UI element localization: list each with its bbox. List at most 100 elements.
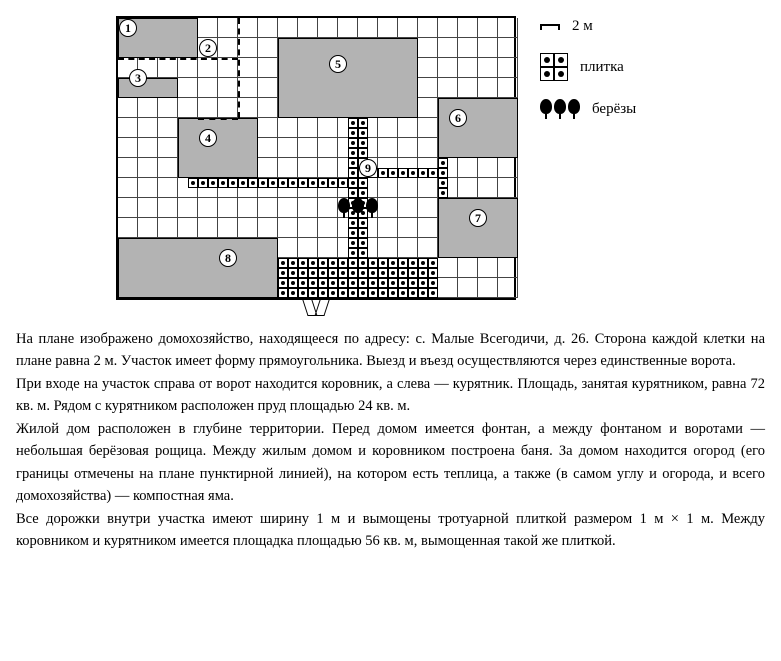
grid-cell: [478, 178, 498, 198]
marker-9: 9: [359, 159, 377, 177]
grid-cell: [298, 138, 318, 158]
grid-cell: [218, 18, 238, 38]
legend-scale-label: 2 м: [572, 18, 593, 35]
grid-cell: [258, 118, 278, 138]
region-6-banya: [438, 98, 518, 158]
grid-cell: [298, 198, 318, 218]
grid-cell: [158, 138, 178, 158]
grid-cell: [118, 178, 138, 198]
grid-cell: [138, 98, 158, 118]
grid-cell: [498, 58, 518, 78]
grid-cell: [318, 218, 338, 238]
grid-cell: [438, 58, 458, 78]
grid-cell: [498, 158, 518, 178]
tile-icon: [540, 53, 568, 81]
grid-cell: [258, 38, 278, 58]
grid-cell: [298, 218, 318, 238]
grid-cell: [398, 198, 418, 218]
dashed-boundary: [238, 18, 240, 118]
region-4-pond: [178, 118, 258, 178]
grid-cell: [138, 218, 158, 238]
grid-cell: [158, 218, 178, 238]
grid-cell: [458, 158, 478, 178]
grid-cell: [398, 18, 418, 38]
legend-tile: плитка: [540, 53, 636, 81]
grid-cell: [118, 198, 138, 218]
legend: 2 м плитка берёзы: [540, 16, 636, 119]
grid-cell: [478, 18, 498, 38]
grid-cell: [238, 38, 258, 58]
grid-cell: [218, 198, 238, 218]
grid-cell: [178, 78, 198, 98]
grid-cell: [418, 118, 438, 138]
grid-cell: [498, 78, 518, 98]
grid-cell: [398, 138, 418, 158]
grid-cell: [298, 158, 318, 178]
grid-cell: [438, 38, 458, 58]
grid-cell: [418, 218, 438, 238]
paragraph-3: Жилой дом расположен в глубине территори…: [16, 418, 765, 508]
marker-2: 2: [199, 39, 217, 57]
tile-area-path-h2: [368, 168, 448, 178]
grid-cell: [218, 78, 238, 98]
grid-cell: [278, 118, 298, 138]
grid-cell: [498, 18, 518, 38]
grid-cell: [458, 18, 478, 38]
grid-cell: [258, 98, 278, 118]
figure-row: 123456789 2 м плитка берёзы: [16, 16, 765, 300]
grid-cell: [418, 18, 438, 38]
grid-cell: [438, 258, 458, 278]
grid-cell: [318, 138, 338, 158]
tile-area-platform: [278, 258, 438, 298]
grid-cell: [238, 78, 258, 98]
trees-icon: [540, 99, 580, 119]
grid-cell: [338, 18, 358, 38]
grid-cell: [418, 98, 438, 118]
plan-wrapper: 123456789: [116, 16, 516, 300]
grid-cell: [378, 178, 398, 198]
grid-cell: [318, 198, 338, 218]
grid-cell: [438, 18, 458, 38]
grid-cell: [418, 198, 438, 218]
paragraph-2: При входе на участок справа от ворот нах…: [16, 373, 765, 418]
grid-cell: [198, 78, 218, 98]
grid-cell: [258, 58, 278, 78]
grid-cell: [378, 198, 398, 218]
grid-cell: [318, 158, 338, 178]
tile-area-path-h1: [188, 178, 348, 188]
grid-cell: [158, 58, 178, 78]
grid-cell: [158, 98, 178, 118]
grid-cell: [418, 238, 438, 258]
region-5-house: [278, 38, 418, 118]
grid-cell: [118, 118, 138, 138]
grid-cell: [478, 158, 498, 178]
tile-area-path-v2: [438, 158, 448, 198]
grid-cell: [498, 278, 518, 298]
grid-cell: [198, 18, 218, 38]
grid-cell: [478, 78, 498, 98]
grid-cell: [298, 118, 318, 138]
grid-cell: [138, 118, 158, 138]
grid-cell: [318, 238, 338, 258]
legend-scale: 2 м: [540, 18, 636, 35]
scale-icon: [540, 24, 560, 30]
grid-cell: [118, 98, 138, 118]
grid-cell: [278, 218, 298, 238]
grid-cell: [258, 158, 278, 178]
grid-cell: [398, 118, 418, 138]
marker-6: 6: [449, 109, 467, 127]
grid-cell: [498, 178, 518, 198]
grid-cell: [418, 78, 438, 98]
grid-cell: [198, 218, 218, 238]
grid-cell: [198, 198, 218, 218]
paragraph-4: Все дорожки внутри участка имеют ширину …: [16, 508, 765, 553]
grid-cell: [178, 198, 198, 218]
marker-3: 3: [129, 69, 147, 87]
grid-cell: [258, 218, 278, 238]
grid-cell: [458, 38, 478, 58]
grid-cell: [238, 218, 258, 238]
grid-cell: [438, 278, 458, 298]
grid-cell: [258, 18, 278, 38]
grid-cell: [218, 98, 238, 118]
grid-cell: [218, 38, 238, 58]
